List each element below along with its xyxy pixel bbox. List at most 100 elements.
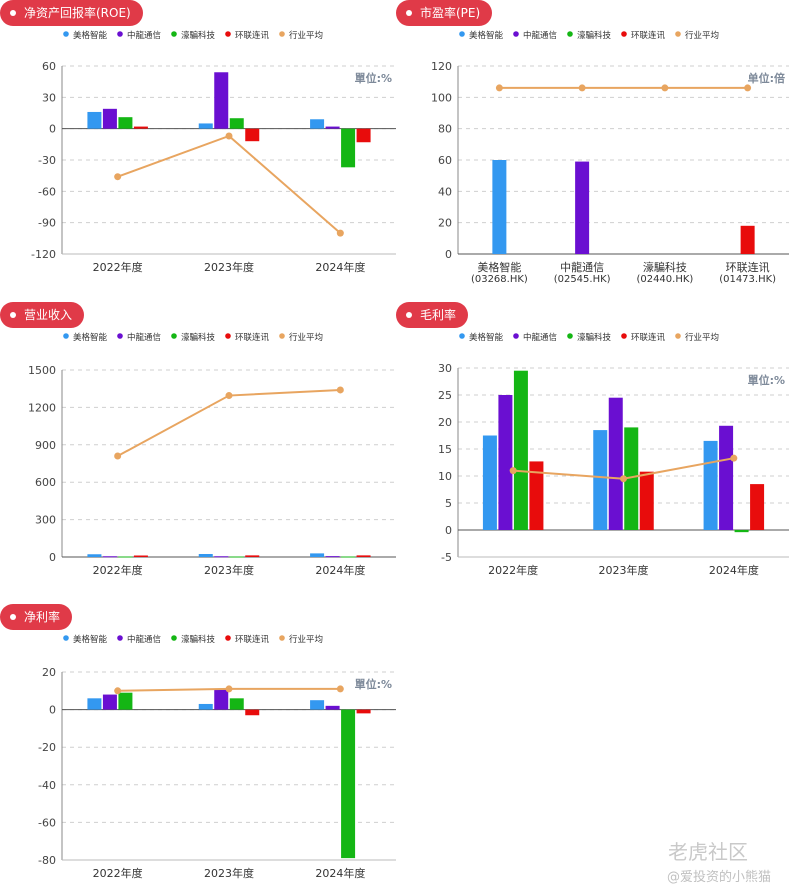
bullet-icon xyxy=(10,312,16,318)
unit-label: 單位:% xyxy=(355,677,392,691)
bar-美格智能 xyxy=(482,435,497,530)
legend-label: 美格智能 xyxy=(469,332,504,343)
bar-美格智能 xyxy=(87,698,102,710)
legend-label: 环联连讯 xyxy=(631,30,666,41)
legend-marker xyxy=(171,333,177,339)
legend-label: 中龍通信 xyxy=(523,30,558,41)
bar-美格智能 xyxy=(198,123,213,129)
y-tick-label: 20 xyxy=(438,416,452,429)
bar-美格智能 xyxy=(703,440,718,530)
legend-marker xyxy=(279,31,285,37)
legend-label: 行业平均 xyxy=(289,30,323,41)
chart-title: 市盈率(PE) xyxy=(420,6,481,20)
y-tick-label: 15 xyxy=(438,443,452,456)
y-tick-label: -20 xyxy=(38,741,56,754)
y-tick-label: -90 xyxy=(38,217,56,230)
line-point xyxy=(114,173,122,181)
chart-panel-revenue: 营业收入 美格智能 中龍通信 濠騙科技 环联连讯 行业平均 1500 1200 900 600 3… xyxy=(0,302,400,592)
y-tick-label: 30 xyxy=(42,91,56,104)
bar-濠騙科技 xyxy=(229,556,244,558)
title-badge: 毛利率 xyxy=(396,302,469,328)
chart-title: 净利率 xyxy=(24,610,61,624)
chart-title: 营业收入 xyxy=(24,308,73,322)
legend-marker xyxy=(225,635,231,641)
x-tick-sublabel: (01473.HK) xyxy=(719,274,776,285)
bar-美格智能 xyxy=(87,554,102,557)
y-tick-label: 0 xyxy=(49,123,56,136)
x-tick-label: 2023年度 xyxy=(204,260,254,274)
bar-环联连讯 xyxy=(639,471,654,530)
legend-marker xyxy=(171,31,177,37)
chart-title: 毛利率 xyxy=(420,308,457,322)
legend-label: 美格智能 xyxy=(469,30,504,41)
line-point xyxy=(495,84,503,92)
legend-marker xyxy=(279,635,285,641)
unit-label: 單位:% xyxy=(355,71,392,85)
legend-label: 濠騙科技 xyxy=(577,332,612,343)
x-tick-sublabel: (02440.HK) xyxy=(636,274,693,285)
chart-roe: 美格智能 中龍通信 濠騙科技 环联连讯 行业平均 60 30 0 -30 -60 -90 -120 單位… xyxy=(31,30,396,274)
x-tick-label: 2024年度 xyxy=(315,260,365,274)
x-tick-sublabel: (02545.HK) xyxy=(554,274,611,285)
legend-label: 行业平均 xyxy=(289,634,323,645)
bar-美格智能 xyxy=(198,703,213,710)
chart-revenue: 美格智能 中龍通信 濠騙科技 环联连讯 行业平均 1500 1200 900 600 300 0 20… xyxy=(28,332,396,577)
legend-label: 濠騙科技 xyxy=(577,30,612,41)
bar-美格智能 xyxy=(593,430,608,530)
y-tick-label: 10 xyxy=(438,470,452,483)
line-point xyxy=(744,84,752,92)
bar-濠騙科技 xyxy=(341,709,356,859)
bar-中龍通信 xyxy=(214,556,229,558)
bullet-icon xyxy=(10,614,16,620)
bar-濠騙科技 xyxy=(118,117,133,129)
legend-marker xyxy=(171,635,177,641)
y-tick-label: 60 xyxy=(438,154,452,167)
legend-marker xyxy=(279,333,285,339)
legend-label: 濠騙科技 xyxy=(181,30,216,41)
legend-marker xyxy=(459,333,465,339)
bar-中龍通信 xyxy=(575,161,590,254)
bar-濠騙科技 xyxy=(734,530,749,533)
x-tick-sublabel: (03268.HK) xyxy=(471,274,528,285)
legend-marker xyxy=(117,635,123,641)
legend-label: 行业平均 xyxy=(685,332,719,343)
bar-环联连讯 xyxy=(245,709,260,716)
bar-中龍通信 xyxy=(214,688,229,710)
chart-net: 美格智能 中龍通信 濠騙科技 环联连讯 行业平均 20 0 -20 -40 -60 -80 單位:% 2… xyxy=(38,634,396,880)
y-tick-label: 900 xyxy=(35,439,56,452)
bar-中龍通信 xyxy=(325,556,340,558)
x-tick-label: 2022年度 xyxy=(93,260,143,274)
y-tick-label: 20 xyxy=(438,217,452,230)
y-tick-label: -80 xyxy=(38,854,56,867)
legend-label: 濠騙科技 xyxy=(181,332,216,343)
legend-label: 环联连讯 xyxy=(235,30,270,41)
line-point xyxy=(336,229,344,237)
legend-label: 行业平均 xyxy=(685,30,719,41)
x-tick-label: 中龍通信 xyxy=(560,260,604,274)
x-tick-label: 2022年度 xyxy=(93,563,143,577)
line-行业平均 xyxy=(117,388,341,457)
line-point xyxy=(661,84,669,92)
y-tick-label: 0 xyxy=(445,248,452,261)
legend-marker xyxy=(63,635,69,641)
bar-中龍通信 xyxy=(102,108,117,129)
bar-环联连讯 xyxy=(133,126,148,129)
y-tick-label: 80 xyxy=(438,123,452,136)
legend-marker xyxy=(675,333,681,339)
y-tick-label: 25 xyxy=(438,389,452,402)
bar-中龍通信 xyxy=(325,705,340,710)
bar-濠騙科技 xyxy=(341,556,356,558)
legend-label: 中龍通信 xyxy=(127,634,162,645)
bar-中龍通信 xyxy=(498,395,513,530)
bar-环联连讯 xyxy=(133,555,148,557)
bar-环联连讯 xyxy=(740,225,755,254)
legend-marker xyxy=(117,333,123,339)
y-tick-label: -30 xyxy=(38,154,56,167)
line-行业平均 xyxy=(117,134,341,234)
bar-美格智能 xyxy=(87,111,102,129)
line-point xyxy=(336,386,344,394)
bar-中龍通信 xyxy=(325,126,340,129)
bar-濠騙科技 xyxy=(118,692,133,710)
watermark-brand: 老虎社区 xyxy=(668,840,748,864)
bar-环联连讯 xyxy=(750,484,765,530)
